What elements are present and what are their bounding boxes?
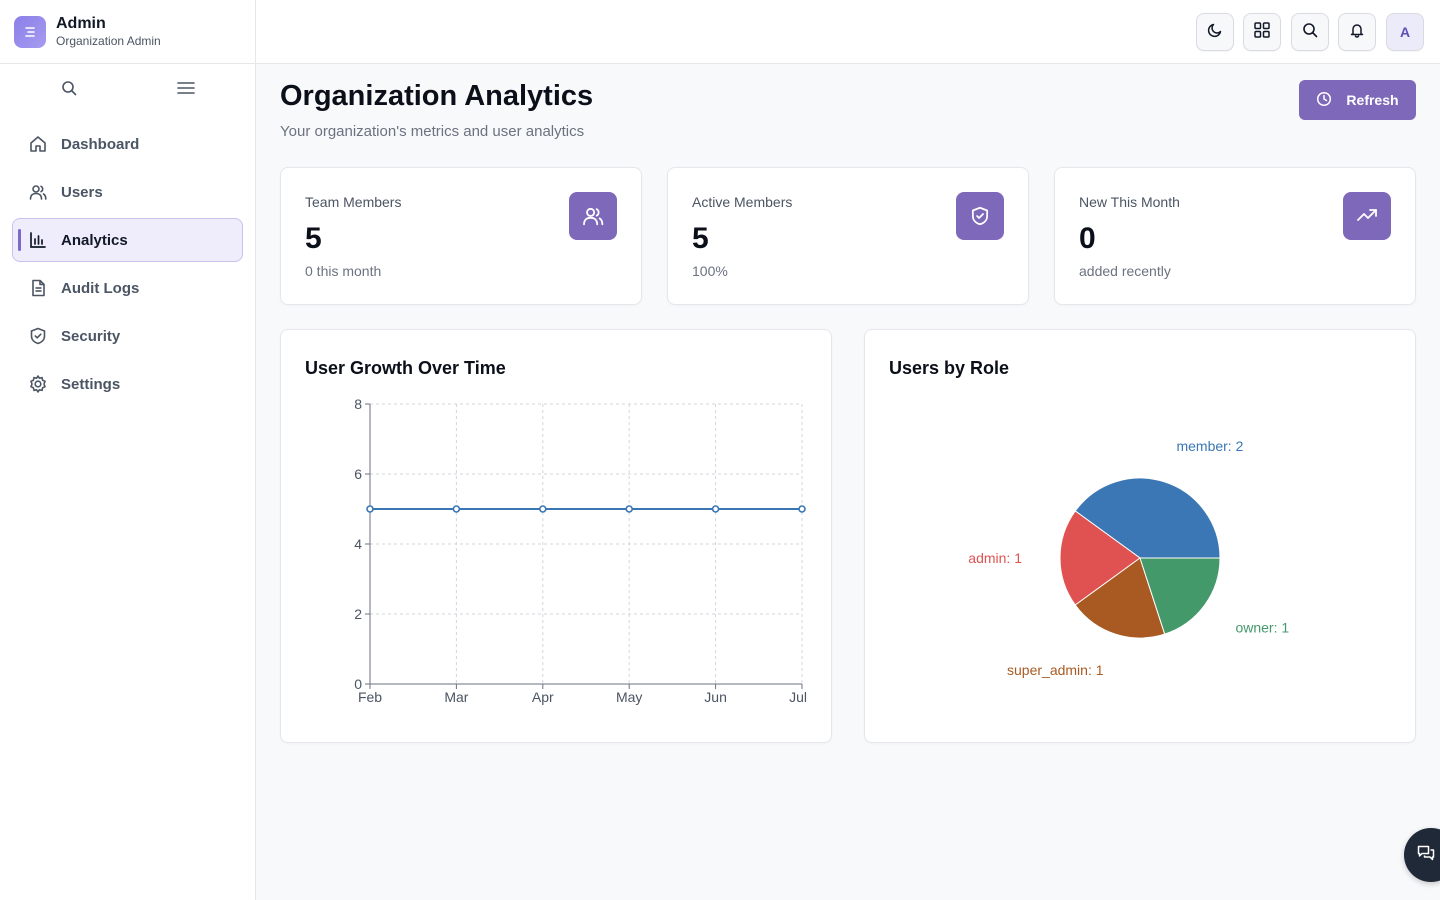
user-growth-card: User Growth Over Time 0 2 4 6 8 Feb Mar Apr May J…	[280, 329, 832, 743]
sidebar-item-label: Analytics	[61, 231, 128, 249]
grid-icon	[1253, 21, 1271, 44]
chart-title: Users by Role	[889, 358, 1010, 378]
sidebar-item-label: Audit Logs	[61, 279, 140, 297]
sidebar-item-users[interactable]: Users	[12, 170, 243, 214]
data-point	[538, 505, 547, 513]
pie-slice-label: member: 2	[1176, 438, 1243, 454]
pie-slice	[1074, 477, 1221, 559]
clock-icon	[1316, 91, 1332, 110]
users-icon	[27, 181, 49, 203]
stat-label: Active Members	[692, 194, 793, 210]
sidebar-tools	[0, 64, 255, 112]
stat-value: 5	[305, 222, 322, 255]
sidebar-item-dashboard[interactable]: Dashboard	[12, 122, 243, 166]
chat-icon	[1416, 843, 1436, 868]
x-tick-label: May	[616, 689, 642, 705]
brand-logo-icon	[14, 15, 46, 48]
sidebar-item-label: Dashboard	[61, 135, 140, 153]
x-tick-label: Apr	[532, 689, 554, 705]
sidebar-item-settings[interactable]: Settings	[12, 362, 243, 406]
stat-note: added recently	[1079, 263, 1171, 279]
y-tick-label: 8	[354, 396, 362, 412]
menu-toggle-icon[interactable]	[176, 78, 196, 98]
brand-title: Admin	[56, 14, 106, 32]
refresh-button[interactable]: Refresh	[1299, 80, 1416, 120]
user-avatar-button[interactable]: A	[1386, 13, 1424, 51]
sidebar-item-security[interactable]: Security	[12, 314, 243, 358]
gear-icon	[27, 373, 49, 395]
pie-slice	[1139, 557, 1221, 635]
refresh-label: Refresh	[1346, 92, 1399, 108]
pie-slice	[1059, 510, 1141, 606]
avatar-initial: A	[1399, 24, 1411, 40]
data-point	[711, 505, 720, 513]
stat-value: 0	[1079, 222, 1096, 255]
page-subtitle: Your organization's metrics and user ana…	[280, 123, 585, 140]
data-point	[798, 505, 806, 513]
pie-slice-label: owner: 1	[1235, 619, 1289, 635]
chart-title: User Growth Over Time	[305, 358, 506, 378]
sidebar-item-label: Users	[61, 183, 103, 201]
trending-up-icon	[1343, 192, 1391, 240]
sidebar-item-label: Settings	[61, 375, 121, 393]
stat-note: 0 this month	[305, 263, 382, 279]
stat-label: Team Members	[305, 194, 402, 210]
pie-slice-label: admin: 1	[968, 550, 1022, 566]
bell-icon	[1349, 22, 1365, 43]
stat-card-team-members: Team Members 5 0 this month	[280, 167, 642, 305]
bar-chart-icon	[27, 229, 49, 251]
users-icon	[569, 192, 617, 240]
stat-card-active-members: Active Members 5 100%	[667, 167, 1029, 305]
x-tick-label: Jun	[704, 689, 727, 705]
theme-toggle-button[interactable]	[1196, 13, 1234, 51]
sidebar: Admin Organization Admin Dashboard Users	[0, 0, 256, 900]
y-tick-label: 2	[354, 606, 362, 622]
apps-button[interactable]	[1243, 13, 1281, 51]
shield-icon	[27, 325, 49, 347]
moon-icon	[1207, 22, 1223, 43]
stat-value: 5	[692, 222, 709, 255]
notifications-button[interactable]	[1338, 13, 1376, 51]
shield-check-icon	[956, 192, 1004, 240]
x-tick-label: Mar	[444, 689, 468, 705]
x-tick-label: Feb	[358, 689, 382, 705]
sidebar-nav: Dashboard Users Analytics Audit Logs Sec…	[0, 112, 255, 406]
search-button[interactable]	[1291, 13, 1329, 51]
document-icon	[27, 277, 49, 299]
users-by-role-chart: member: 2 admin: 1 super_admin: 1 owner: 1	[968, 438, 1289, 678]
y-tick-label: 6	[354, 466, 362, 482]
sidebar-item-label: Security	[61, 327, 121, 345]
pie-slice	[1074, 557, 1166, 639]
brand-subtitle: Organization Admin	[56, 33, 161, 48]
page-title: Organization Analytics	[280, 80, 594, 112]
pie-slice-label: super_admin: 1	[1007, 662, 1104, 678]
x-tick-label: Jul	[789, 689, 807, 705]
sidebar-item-analytics[interactable]: Analytics	[12, 218, 243, 262]
topbar: A	[256, 0, 1440, 64]
data-point	[452, 505, 461, 513]
brand: Admin Organization Admin	[0, 0, 255, 64]
data-point	[625, 505, 634, 513]
stat-label: New This Month	[1079, 194, 1180, 210]
sidebar-search-icon[interactable]	[59, 78, 79, 98]
stat-note: 100%	[692, 263, 728, 279]
users-by-role-card: Users by Role member: 2 admin: 1 super_adm…	[864, 329, 1416, 743]
search-icon	[1302, 22, 1318, 43]
user-growth-chart: 0 2 4 6 8 Feb Mar Apr May Jun Jul	[354, 396, 807, 705]
chat-button[interactable]	[1404, 828, 1440, 882]
stat-card-new-this-month: New This Month 0 added recently	[1054, 167, 1416, 305]
y-tick-label: 0	[354, 676, 362, 692]
y-tick-label: 4	[354, 536, 362, 552]
home-icon	[27, 133, 49, 155]
data-point	[366, 505, 374, 513]
sidebar-item-audit-logs[interactable]: Audit Logs	[12, 266, 243, 310]
